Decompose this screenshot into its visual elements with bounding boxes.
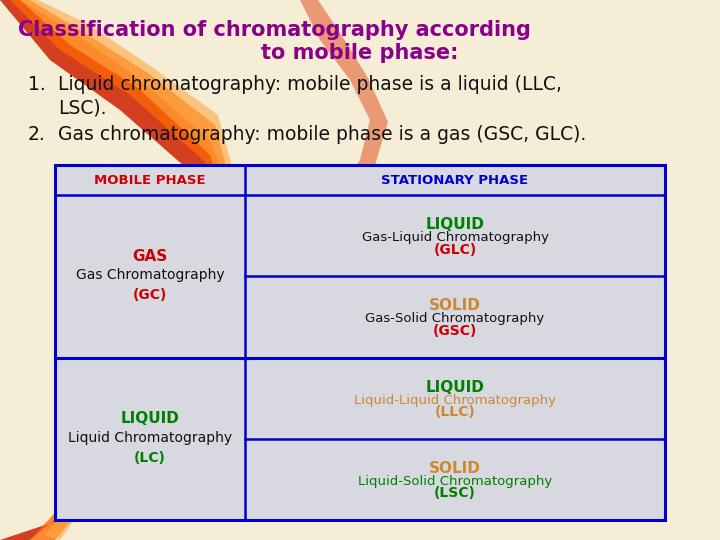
Text: GAS: GAS <box>132 249 168 264</box>
Text: to mobile phase:: to mobile phase: <box>261 43 459 63</box>
Text: STATIONARY PHASE: STATIONARY PHASE <box>382 173 528 186</box>
Text: Gas chromatography: mobile phase is a gas (GSC, GLC).: Gas chromatography: mobile phase is a ga… <box>58 125 586 145</box>
Text: LIQUID: LIQUID <box>426 217 485 232</box>
Text: Liquid Chromatography: Liquid Chromatography <box>68 431 232 445</box>
Text: 2.: 2. <box>28 125 46 145</box>
Bar <box>55 165 665 520</box>
PathPatch shape <box>10 0 238 540</box>
Text: Gas-Solid Chromatography: Gas-Solid Chromatography <box>365 312 544 326</box>
Text: (GSC): (GSC) <box>433 324 477 338</box>
Text: (GC): (GC) <box>132 288 167 302</box>
Text: Liquid-Solid Chromatography: Liquid-Solid Chromatography <box>358 475 552 488</box>
Text: LIQUID: LIQUID <box>120 411 179 426</box>
Text: Liquid-Liquid Chromatography: Liquid-Liquid Chromatography <box>354 394 556 407</box>
PathPatch shape <box>300 0 388 215</box>
Text: Classification of chromatography according: Classification of chromatography accordi… <box>18 20 531 40</box>
Text: LSC).: LSC). <box>58 98 107 118</box>
Text: MOBILE PHASE: MOBILE PHASE <box>94 173 206 186</box>
PathPatch shape <box>0 0 240 540</box>
Text: (LLC): (LLC) <box>435 405 475 419</box>
Bar <box>55 165 665 520</box>
Text: SOLID: SOLID <box>429 461 481 476</box>
Text: Liquid chromatography: mobile phase is a liquid (LLC,: Liquid chromatography: mobile phase is a… <box>58 76 562 94</box>
Text: (LC): (LC) <box>134 451 166 465</box>
Text: (LSC): (LSC) <box>434 487 476 501</box>
Text: LIQUID: LIQUID <box>426 380 485 395</box>
Text: (GLC): (GLC) <box>433 242 477 256</box>
Text: SOLID: SOLID <box>429 299 481 313</box>
Text: Gas-Liquid Chromatography: Gas-Liquid Chromatography <box>361 231 549 244</box>
Text: Gas Chromatography: Gas Chromatography <box>76 268 225 282</box>
Text: 1.: 1. <box>28 76 46 94</box>
PathPatch shape <box>20 0 240 540</box>
